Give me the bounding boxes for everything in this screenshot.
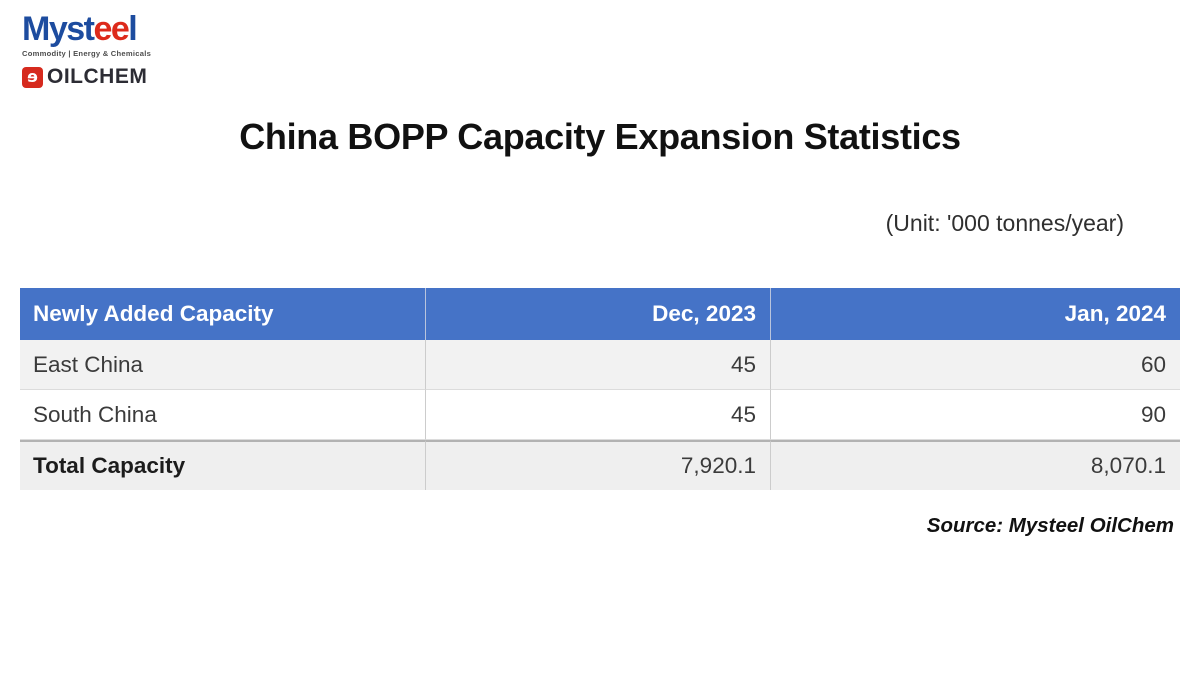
row-south-china-dec-2023: 45 [425, 390, 770, 440]
column-header-newly-added-capacity: Newly Added Capacity [20, 288, 425, 340]
unit-note: (Unit: '000 tonnes/year) [885, 210, 1124, 236]
row-south-china-label: South China [20, 390, 425, 440]
page-title: China BOPP Capacity Expansion Statistics [239, 116, 961, 157]
row-east-china-dec-2023: 45 [425, 340, 770, 390]
wordmark-suffix: l [128, 10, 137, 48]
capacity-table: Newly Added Capacity Dec, 2023 Jan, 2024… [20, 288, 1180, 490]
column-header-dec-2023: Dec, 2023 [425, 288, 770, 340]
oilchem-wordmark: OILCHEM [47, 65, 148, 88]
row-total-capacity-label: Total Capacity [20, 440, 425, 490]
row-south-china-jan-2024: 90 [770, 390, 1180, 440]
source-note: Source: Mysteel OilChem [926, 514, 1174, 537]
mysteel-logo: Mysteel Commodity | Energy & Chemicals ɘ… [22, 12, 151, 89]
oilchem-monogram-icon: ɘ [22, 66, 43, 88]
row-total-capacity-jan-2024: 8,070.1 [770, 440, 1180, 490]
row-east-china-label: East China [20, 340, 425, 390]
mysteel-wordmark: Mysteel [22, 12, 151, 46]
row-east-china-jan-2024: 60 [770, 340, 1180, 390]
wordmark-prefix: Myst [22, 10, 95, 48]
wordmark-swirl: ee [93, 10, 129, 48]
row-total-capacity-dec-2023: 7,920.1 [425, 440, 770, 490]
oilchem-logo: ɘ OILCHEM [22, 65, 151, 89]
logo-tagline: Commodity | Energy & Chemicals [22, 49, 152, 58]
column-header-jan-2024: Jan, 2024 [770, 288, 1180, 340]
